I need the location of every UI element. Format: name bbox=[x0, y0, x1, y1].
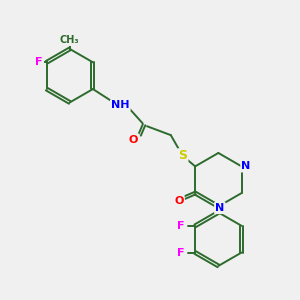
Text: O: O bbox=[174, 196, 184, 206]
Text: N: N bbox=[215, 203, 224, 213]
Text: N: N bbox=[242, 161, 250, 171]
Text: F: F bbox=[35, 57, 43, 67]
Text: O: O bbox=[129, 135, 138, 145]
Text: NH: NH bbox=[111, 100, 130, 110]
Text: F: F bbox=[177, 221, 184, 231]
Text: F: F bbox=[177, 248, 184, 257]
Text: S: S bbox=[178, 149, 187, 162]
Text: CH₃: CH₃ bbox=[60, 35, 80, 45]
